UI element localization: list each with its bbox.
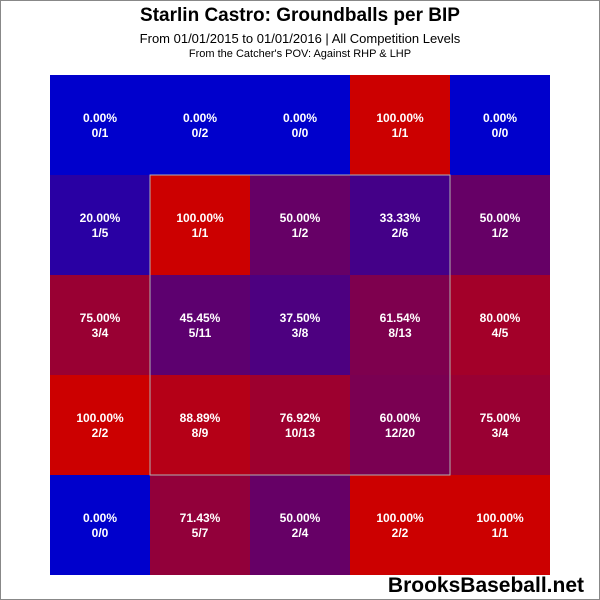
cell-count-label: 5/11 bbox=[189, 326, 212, 340]
cell-count-label: 0/0 bbox=[492, 126, 509, 140]
cell-percent-label: 37.50% bbox=[280, 311, 321, 325]
cell-percent-label: 0.00% bbox=[83, 511, 117, 525]
cell-count-label: 3/4 bbox=[492, 426, 509, 440]
heatmap-cell bbox=[250, 275, 350, 375]
cell-percent-label: 71.43% bbox=[180, 511, 221, 525]
cell-count-label: 2/2 bbox=[392, 526, 409, 540]
cell-percent-label: 45.45% bbox=[180, 311, 221, 325]
cell-count-label: 0/1 bbox=[92, 126, 109, 140]
heatmap-cell bbox=[150, 175, 250, 275]
heatmap-cell bbox=[150, 475, 250, 575]
cell-percent-label: 61.54% bbox=[380, 311, 421, 325]
heatmap-cell bbox=[50, 175, 150, 275]
heatmap-cell bbox=[50, 275, 150, 375]
cell-count-label: 4/5 bbox=[492, 326, 509, 340]
heatmap-cell bbox=[450, 375, 550, 475]
cell-count-label: 1/5 bbox=[92, 226, 109, 240]
cell-count-label: 2/2 bbox=[92, 426, 109, 440]
cell-percent-label: 100.00% bbox=[76, 411, 124, 425]
cell-percent-label: 88.89% bbox=[180, 411, 221, 425]
cell-count-label: 1/1 bbox=[392, 126, 409, 140]
cell-count-label: 2/4 bbox=[292, 526, 309, 540]
heatmap-cell bbox=[250, 75, 350, 175]
heatmap-cell bbox=[350, 75, 450, 175]
cell-percent-label: 60.00% bbox=[380, 411, 421, 425]
heatmap-cell bbox=[450, 75, 550, 175]
heatmap-cell bbox=[350, 275, 450, 375]
cell-percent-label: 75.00% bbox=[80, 311, 121, 325]
heatmap-cell bbox=[250, 175, 350, 275]
heatmap-cell bbox=[150, 75, 250, 175]
heatmap-cell bbox=[350, 175, 450, 275]
cell-count-label: 0/2 bbox=[192, 126, 209, 140]
heatmap-cell bbox=[450, 475, 550, 575]
chart-title: Starlin Castro: Groundballs per BIP bbox=[140, 5, 460, 26]
cell-count-label: 12/20 bbox=[385, 426, 415, 440]
cell-count-label: 5/7 bbox=[192, 526, 209, 540]
strike-zone-outline bbox=[149, 174, 451, 476]
cell-count-label: 1/1 bbox=[492, 526, 509, 540]
heatmap-cell bbox=[150, 375, 250, 475]
cell-percent-label: 75.00% bbox=[480, 411, 521, 425]
heatmap-cell bbox=[250, 475, 350, 575]
cell-count-label: 2/6 bbox=[392, 226, 409, 240]
cell-percent-label: 0.00% bbox=[183, 111, 217, 125]
cell-count-label: 3/4 bbox=[92, 326, 109, 340]
cell-percent-label: 100.00% bbox=[376, 111, 424, 125]
cell-percent-label: 0.00% bbox=[283, 111, 317, 125]
cell-percent-label: 76.92% bbox=[280, 411, 321, 425]
cell-percent-label: 20.00% bbox=[80, 211, 121, 225]
cell-percent-label: 50.00% bbox=[280, 211, 321, 225]
heatmap-cell bbox=[350, 375, 450, 475]
cell-count-label: 10/13 bbox=[285, 426, 315, 440]
cell-count-label: 0/0 bbox=[292, 126, 309, 140]
chart-subtitle: From 01/01/2015 to 01/01/2016 | All Comp… bbox=[139, 31, 461, 46]
heatmap-cell bbox=[450, 175, 550, 275]
cell-count-label: 3/8 bbox=[292, 326, 309, 340]
cell-count-label: 1/1 bbox=[192, 226, 209, 240]
heatmap-cell bbox=[150, 275, 250, 375]
cell-count-label: 1/2 bbox=[292, 226, 309, 240]
heatmap-cell bbox=[350, 475, 450, 575]
cell-percent-label: 0.00% bbox=[83, 111, 117, 125]
cell-percent-label: 0.00% bbox=[483, 111, 517, 125]
cell-percent-label: 50.00% bbox=[280, 511, 321, 525]
cell-percent-label: 50.00% bbox=[480, 211, 521, 225]
cell-percent-label: 100.00% bbox=[376, 511, 424, 525]
cell-percent-label: 100.00% bbox=[176, 211, 224, 225]
cell-percent-label: 33.33% bbox=[380, 211, 421, 225]
cell-count-label: 0/0 bbox=[92, 526, 109, 540]
cell-percent-label: 100.00% bbox=[476, 511, 524, 525]
cell-count-label: 8/13 bbox=[388, 326, 412, 340]
heatmap-cell bbox=[450, 275, 550, 375]
cell-count-label: 8/9 bbox=[192, 426, 209, 440]
heatmap-cell bbox=[50, 75, 150, 175]
brand-watermark: BrooksBaseball.net bbox=[387, 574, 584, 597]
heatmap-cell bbox=[250, 375, 350, 475]
cell-count-label: 1/2 bbox=[492, 226, 509, 240]
heatmap-cell bbox=[50, 475, 150, 575]
cell-percent-label: 80.00% bbox=[480, 311, 521, 325]
heatmap-cell bbox=[50, 375, 150, 475]
chart-subtitle-pov: From the Catcher's POV: Against RHP & LH… bbox=[188, 48, 412, 60]
